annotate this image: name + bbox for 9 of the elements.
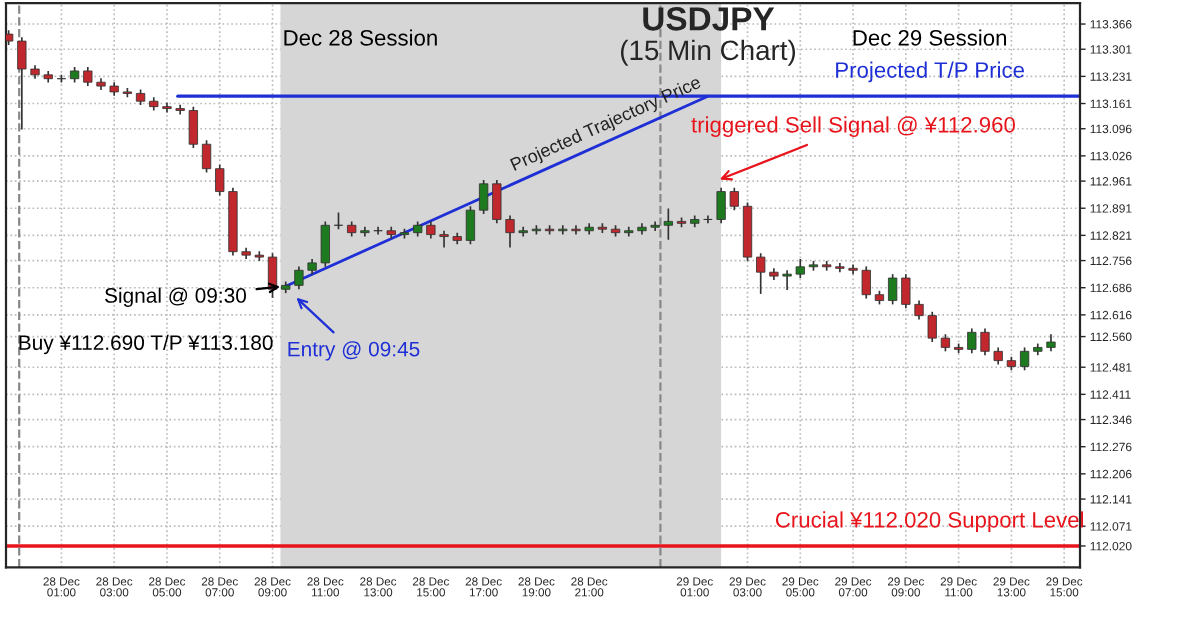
ref-line-label: Projected T/P Price bbox=[836, 61, 1024, 83]
text: (15 Min Chart) bbox=[620, 39, 796, 66]
annotation: Buy ¥112.690 T/P ¥113.180 bbox=[19, 334, 273, 355]
annotation: triggered Sell Signal @ ¥112.960 bbox=[691, 116, 1015, 138]
annotation: Dec 28 Session bbox=[284, 29, 437, 46]
annotation: Dec 29 Session bbox=[853, 29, 1007, 46]
annotation: Entry @ 09:45 bbox=[288, 341, 420, 361]
chart-title: USDJPY bbox=[643, 7, 775, 31]
annotation: Signal @ 09:30 bbox=[105, 287, 247, 307]
